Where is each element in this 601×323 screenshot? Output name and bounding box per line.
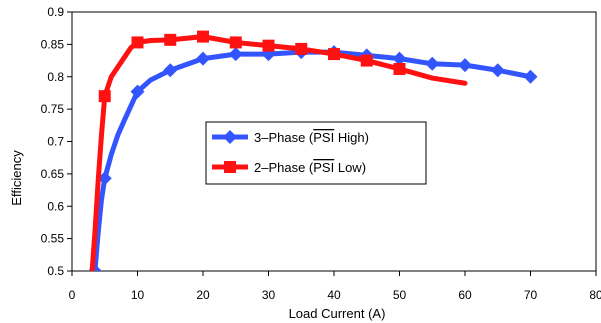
x-tick-label: 10: [131, 288, 145, 302]
square-marker: [197, 30, 209, 43]
y-axis-title: Efficiency: [9, 150, 24, 206]
series-layer: [87, 30, 538, 271]
legend-marker: [223, 130, 237, 144]
x-tick-label: 30: [262, 288, 276, 302]
x-tick-label: 40: [327, 288, 341, 302]
legend-entry: 3–Phase (PSI High): [212, 130, 369, 145]
square-marker: [295, 42, 308, 55]
y-tick-label: 0.8: [47, 70, 64, 84]
diamond-marker: [458, 58, 472, 73]
x-tick-label: 0: [69, 288, 76, 302]
diamond-marker: [97, 171, 112, 186]
legend-entry: 2–Phase (PSI Low): [212, 160, 366, 175]
diamond-marker: [392, 51, 407, 66]
series-three-phase: [87, 45, 538, 271]
diamond-marker: [425, 56, 440, 71]
y-tick-label: 0.9: [47, 5, 64, 19]
y-axis: 0.5 0.55 0.6 0.65 0.7 0.75 0.8 0.85 0.9: [41, 5, 73, 278]
legend-label: 3–Phase (PSI High): [254, 130, 369, 145]
x-tick-label: 70: [524, 288, 538, 302]
square-marker: [229, 36, 242, 49]
x-tick-label: 60: [458, 288, 472, 302]
x-tick-label: 50: [393, 288, 407, 302]
diamond-marker: [196, 51, 210, 66]
square-marker: [393, 62, 406, 75]
legend-box: [205, 121, 427, 185]
legend-label: 2–Phase (PSI Low): [254, 160, 366, 175]
x-axis-title: Load Current (A): [289, 306, 386, 321]
x-tick-label: 20: [196, 288, 210, 302]
square-marker: [164, 33, 177, 46]
square-marker: [360, 54, 373, 67]
x-tick-label: 80: [589, 288, 601, 302]
y-tick-label: 0.7: [47, 135, 64, 149]
y-tick-label: 0.55: [41, 232, 65, 246]
diamond-marker: [130, 84, 145, 99]
x-axis: 0 10 20 30 40 50 60 70 80: [69, 270, 601, 302]
y-tick-label: 0.65: [41, 167, 65, 181]
y-tick-label: 0.6: [47, 199, 64, 213]
series-line: [89, 34, 468, 271]
legend-marker: [224, 161, 236, 173]
y-tick-label: 0.5: [47, 264, 64, 278]
y-tick-label: 0.85: [41, 37, 65, 51]
square-marker: [262, 39, 275, 52]
diamond-marker: [523, 69, 538, 84]
y-tick-label: 0.75: [41, 102, 65, 116]
series-two-phase: [89, 30, 468, 271]
diamond-marker: [163, 63, 178, 78]
legend: 3–Phase (PSI High) 2–Phase (PSI Low): [205, 121, 427, 185]
square-marker: [131, 36, 144, 49]
square-marker: [328, 48, 340, 61]
diamond-marker: [228, 47, 243, 62]
diamond-marker: [490, 63, 505, 78]
square-marker: [98, 90, 111, 103]
